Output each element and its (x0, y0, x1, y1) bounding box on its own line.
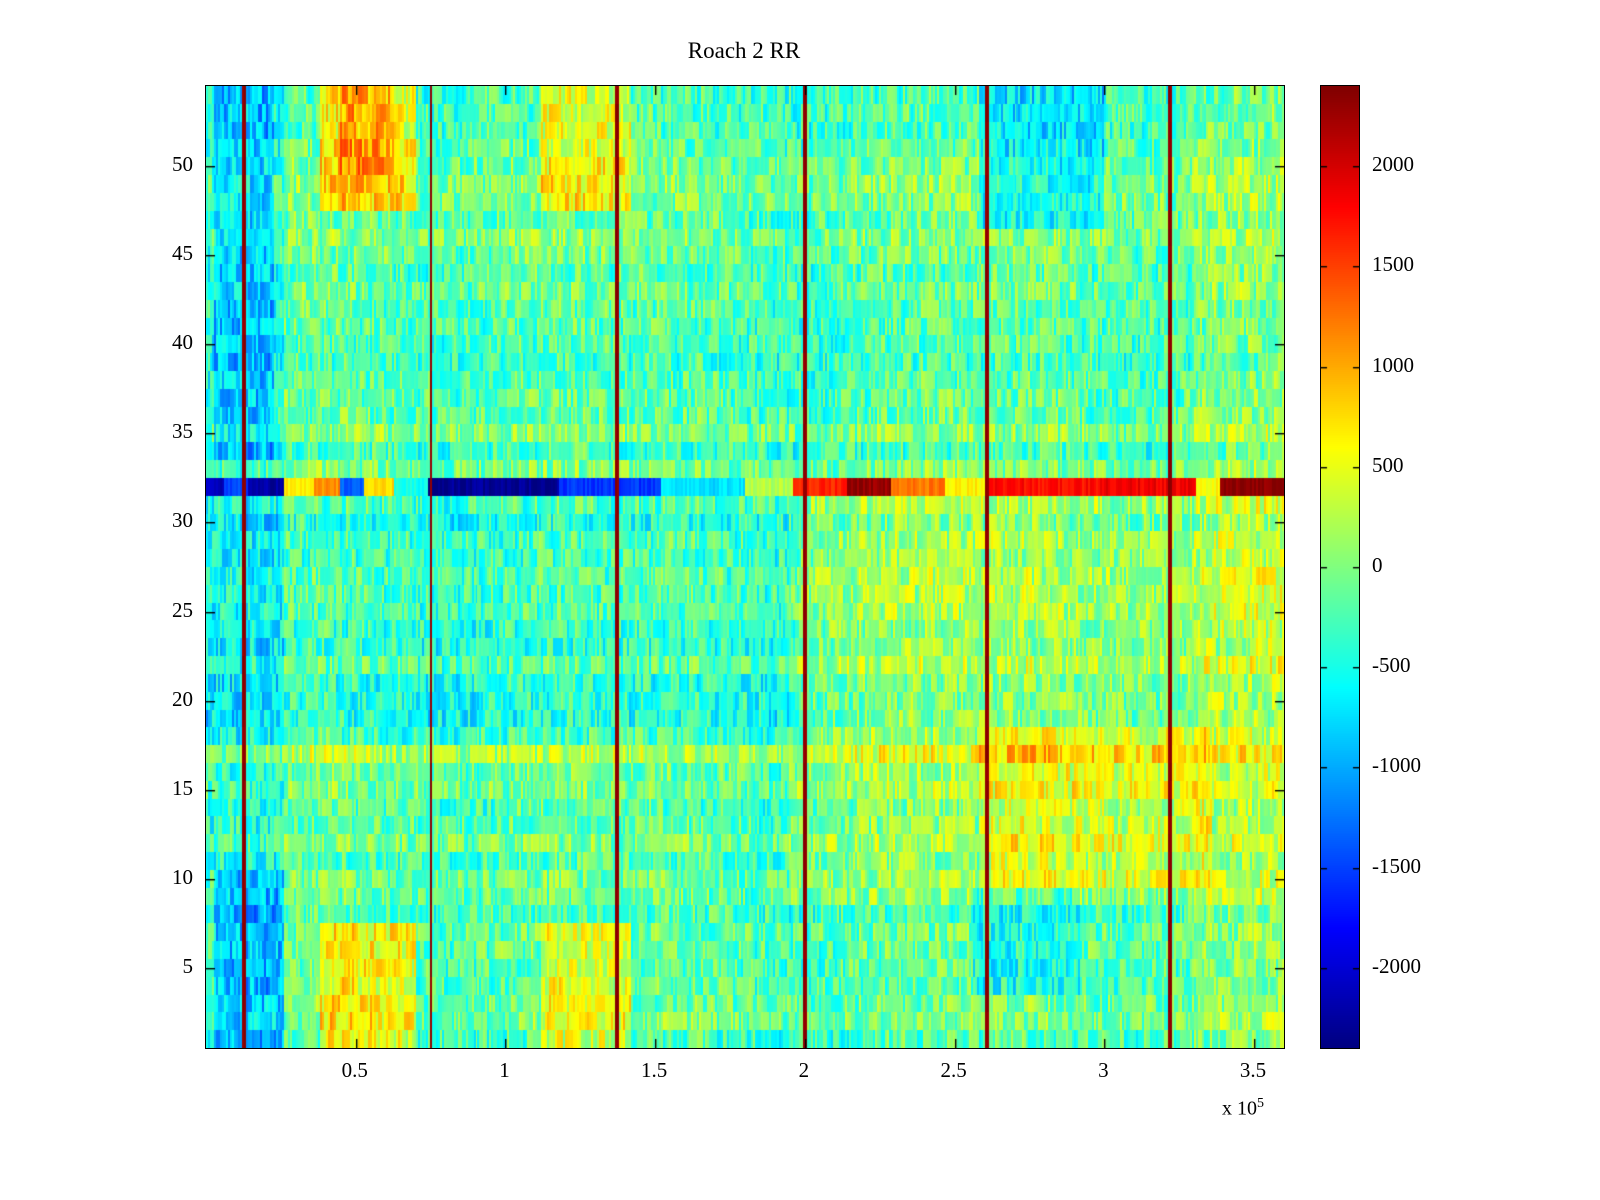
colorbar-tick-label: 2000 (1372, 152, 1414, 177)
y-tick-label: 35 (172, 419, 193, 444)
x-tick-label: 0.5 (341, 1058, 368, 1082)
y-tick-label: 15 (172, 775, 193, 800)
y-tick-label: 5 (182, 953, 194, 978)
heatmap-canvas (205, 85, 1285, 1049)
x-tick-label: 1.5 (641, 1058, 668, 1082)
x-exponent-power: 5 (1257, 1096, 1264, 1111)
y-tick-label: 20 (172, 686, 193, 711)
y-tick-label: 50 (172, 152, 193, 177)
colorbar-tick-label: -2000 (1372, 953, 1421, 978)
plot-title: Roach 2 RR (687, 38, 801, 63)
x-tick-label: 3.5 (1239, 1058, 1267, 1082)
colorbar-tick-label: 500 (1372, 452, 1404, 477)
x-tick-label: 2.5 (940, 1058, 967, 1082)
colorbar-tick-label: -1000 (1372, 753, 1421, 778)
x-tick-label: 2 (798, 1058, 810, 1082)
y-tick-label: 10 (172, 864, 193, 889)
x-tick-label: 1 (499, 1058, 510, 1082)
x-axis-exponent-label: x 105 (1222, 1096, 1264, 1121)
y-tick-label: 30 (172, 508, 193, 533)
colorbar-tick-label: 1500 (1372, 252, 1414, 277)
x-exponent-prefix: x 10 (1222, 1097, 1257, 1120)
y-tick-label: 40 (172, 330, 193, 355)
colorbar-tick-label: 1000 (1372, 352, 1414, 377)
colorbar-tick-label: -500 (1372, 653, 1411, 678)
x-tick-label: 3 (1098, 1058, 1109, 1082)
colorbar-tick-label: -1500 (1372, 853, 1421, 878)
y-tick-label: 25 (172, 597, 193, 622)
colorbar-canvas (1320, 85, 1360, 1049)
colorbar-tick-label: 0 (1372, 553, 1383, 577)
y-tick-label: 45 (172, 241, 193, 266)
